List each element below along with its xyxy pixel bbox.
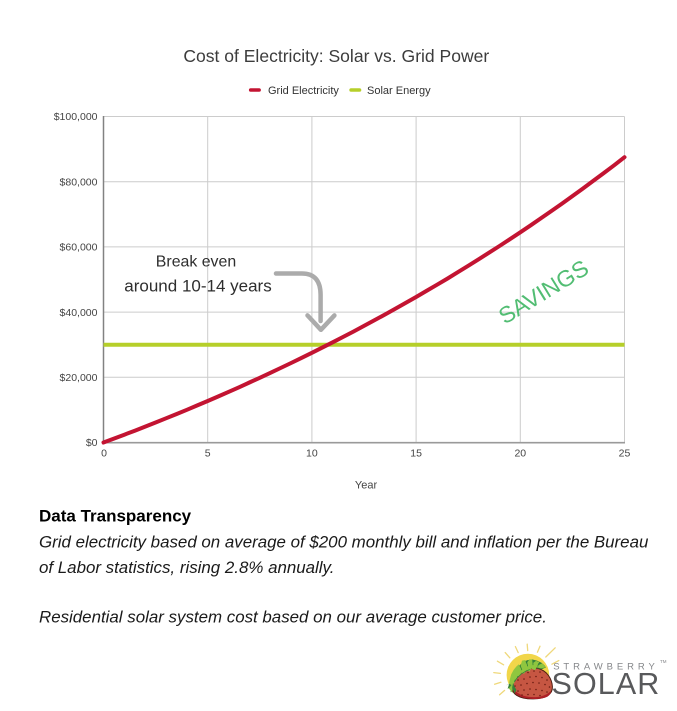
svg-text:$100,000: $100,000	[54, 111, 98, 123]
svg-text:Grid electricity based on aver: Grid electricity based on average of $20…	[39, 533, 649, 552]
svg-text:$20,000: $20,000	[60, 372, 98, 384]
svg-text:Grid Electricity: Grid Electricity	[268, 85, 339, 97]
svg-text:20: 20	[514, 448, 526, 460]
svg-text:SAVINGS: SAVINGS	[494, 254, 593, 329]
svg-text:0: 0	[101, 448, 107, 460]
svg-text:of Labor statistics, rising 2.: of Labor statistics, rising 2.8% annuall…	[39, 558, 334, 577]
svg-text:$40,000: $40,000	[60, 307, 98, 319]
svg-text:Break even: Break even	[156, 254, 236, 271]
svg-text:STRAWBERRY: STRAWBERRY	[553, 662, 659, 673]
svg-text:SOLAR: SOLAR	[552, 667, 661, 701]
svg-text:TM: TM	[660, 659, 667, 664]
svg-text:Cost of Electricity: Solar vs.: Cost of Electricity: Solar vs. Grid Powe…	[183, 46, 489, 66]
svg-text:around 10-14 years: around 10-14 years	[124, 277, 271, 296]
svg-text:$80,000: $80,000	[60, 176, 98, 188]
svg-text:Year: Year	[355, 480, 378, 492]
svg-text:Residential solar system cost: Residential solar system cost based on o…	[39, 608, 547, 627]
svg-text:$0: $0	[86, 437, 98, 449]
svg-text:$60,000: $60,000	[60, 242, 98, 254]
svg-text:Data Transparency: Data Transparency	[39, 507, 192, 526]
svg-text:5: 5	[205, 448, 211, 460]
svg-text:Solar Energy: Solar Energy	[367, 85, 431, 97]
svg-text:15: 15	[410, 448, 422, 460]
svg-text:25: 25	[619, 448, 631, 460]
svg-text:10: 10	[306, 448, 318, 460]
